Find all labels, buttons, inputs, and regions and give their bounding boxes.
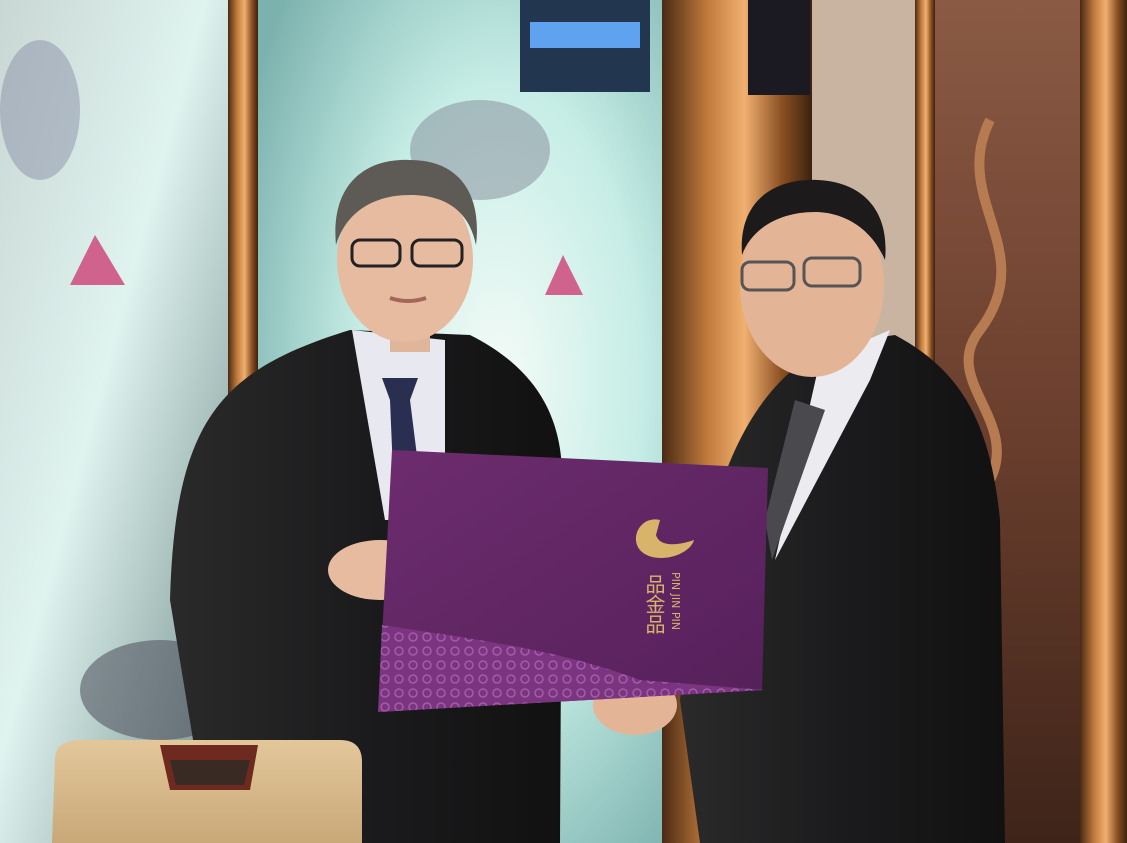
hair <box>335 159 477 245</box>
panel-ornament <box>963 117 1007 483</box>
lotus <box>545 255 583 295</box>
glasses <box>740 260 796 292</box>
person-right <box>593 179 1005 843</box>
mouth <box>389 296 427 303</box>
bag-pattern <box>378 625 764 712</box>
glasses <box>410 238 464 268</box>
speaker <box>748 0 810 95</box>
lotus <box>70 235 125 285</box>
ink-wash <box>0 40 80 180</box>
glasses <box>802 256 862 288</box>
hair <box>741 179 886 260</box>
bag-logo <box>635 519 694 559</box>
shirt <box>775 330 890 560</box>
chair-back <box>52 740 362 843</box>
brand-latin: PIN JIN PIN <box>669 572 682 630</box>
chair <box>52 740 362 843</box>
gold-edge <box>1080 0 1127 843</box>
gift-bag: PIN JIN PIN 品金品 <box>378 450 768 712</box>
suit <box>680 335 1005 843</box>
brand-chinese: 品金品 <box>642 574 666 634</box>
face <box>337 178 473 342</box>
chair-handle-hole <box>170 760 250 785</box>
glasses <box>350 238 402 268</box>
tie <box>765 400 825 560</box>
ceiling-light-glow <box>530 22 640 48</box>
